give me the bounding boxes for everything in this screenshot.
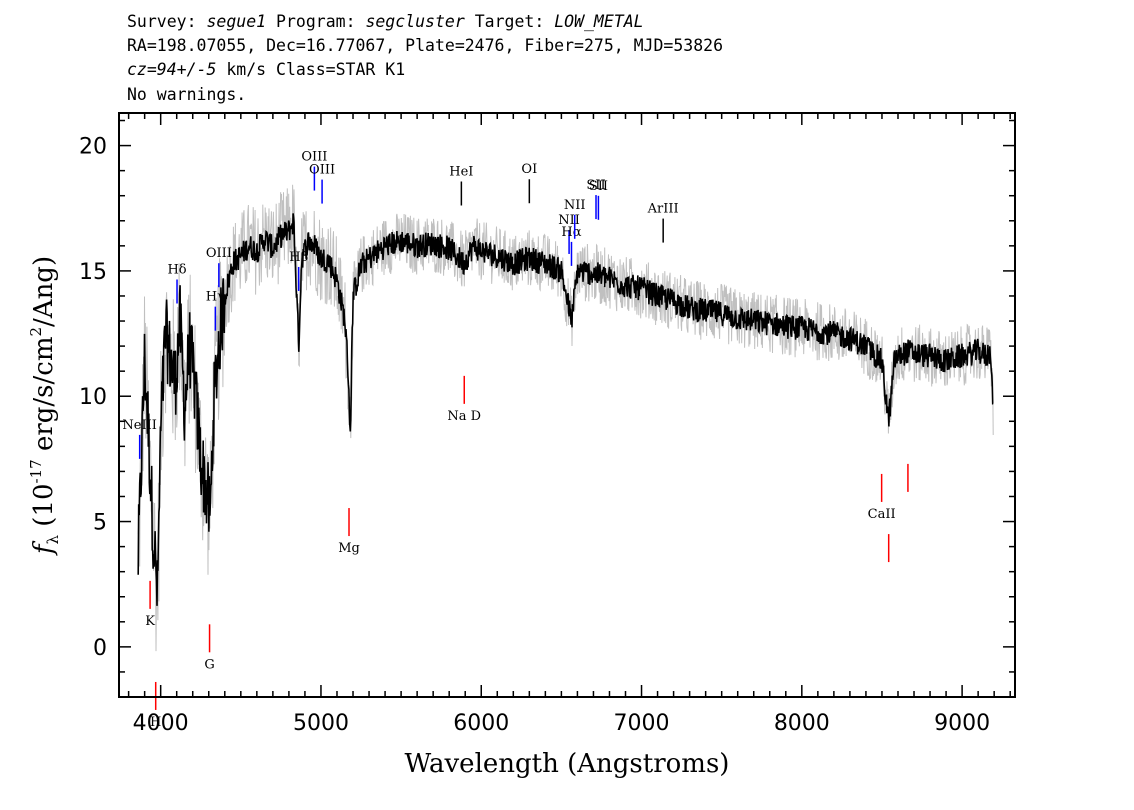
program-value: segcluster	[365, 12, 465, 31]
class-value: km/s Class=STAR K1	[216, 60, 406, 79]
line-label-5: OIII	[301, 150, 327, 165]
smoothed-flux-series	[137, 213, 994, 606]
line-label-1: Hδ	[167, 262, 186, 277]
line-label-21: CaII	[868, 507, 896, 522]
smoothed-flux-line	[137, 213, 994, 606]
line-label-12: SII	[586, 178, 605, 193]
line-label-8: OI	[521, 162, 537, 177]
line-label-4: Hβ	[289, 250, 308, 265]
x-tick-label: 8000	[774, 711, 830, 736]
line-label-3: OIII	[206, 246, 232, 261]
raw-flux-line	[137, 184, 994, 652]
y-tick-label: 5	[93, 511, 107, 536]
line-label-18: G	[204, 657, 214, 672]
x-tick-label: 6000	[453, 711, 509, 736]
y-tick-label: 15	[79, 260, 107, 285]
survey-label: Survey:	[127, 12, 207, 31]
line-label-19: Mg	[338, 541, 360, 556]
line-label-2: Hγ	[206, 290, 225, 305]
x-tick-label: 4000	[133, 711, 189, 736]
line-label-16: K	[145, 614, 155, 629]
survey-value: segue1	[206, 12, 267, 31]
header-line-2: RA=198.07055, Dec=16.77067, Plate=2476, …	[127, 36, 724, 55]
x-tick-label: 9000	[934, 711, 990, 736]
line-label-14: ArIII	[647, 202, 679, 217]
target-label: Target:	[464, 12, 555, 31]
header-line-1: Survey: segue1 Program: segcluster Targe…	[127, 11, 644, 33]
line-label-6: OIII	[309, 163, 335, 178]
x-tick-label: 5000	[293, 711, 349, 736]
line-label-17: H	[150, 715, 161, 730]
line-label-7: HeI	[449, 164, 473, 179]
line-label-11: NII	[564, 198, 586, 213]
y-axis-title: fλ (10-17 erg/s/cm2/Ang)	[27, 256, 62, 556]
line-label-0: NeIII	[122, 418, 156, 433]
axes: 4000 5000 6000 7000 8000 9000 0 5 10 15 20	[79, 113, 1015, 736]
line-label-13: SII	[589, 179, 608, 194]
line-label-10: Hα	[561, 225, 581, 240]
raw-flux-series	[137, 184, 994, 652]
program-label: Program:	[266, 12, 366, 31]
x-tick-label: 7000	[614, 711, 670, 736]
y-tick-label: 10	[79, 385, 107, 410]
line-label-20: Na D	[447, 409, 481, 424]
header-line-4: No warnings.	[127, 85, 247, 104]
redshift-value: cz=94+/-5	[127, 60, 217, 79]
plot-frame	[118, 112, 1016, 698]
y-tick-label: 20	[79, 135, 107, 160]
y-tick-label: 0	[93, 636, 107, 661]
x-axis-title: Wavelength (Angstroms)	[405, 749, 730, 779]
header-line-3: cz=94+/-5 km/s Class=STAR K1	[127, 59, 405, 81]
target-value: LOW_METAL	[554, 12, 644, 31]
